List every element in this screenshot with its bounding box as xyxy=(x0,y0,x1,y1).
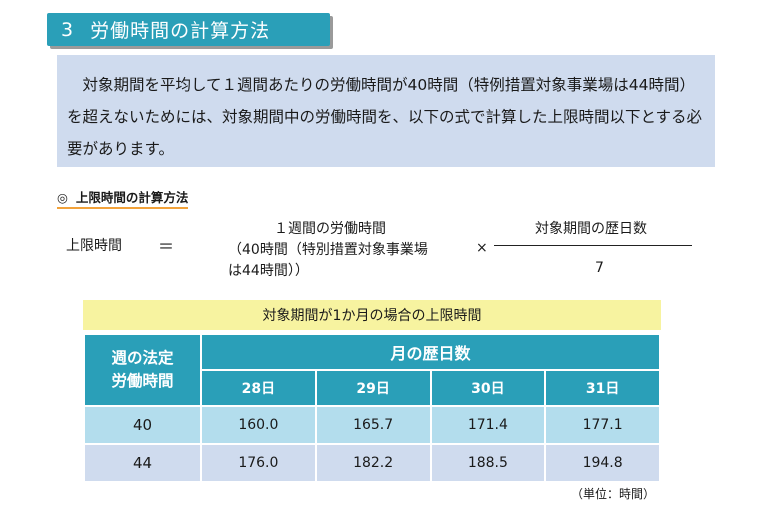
table-cell: 194.8 xyxy=(544,443,661,483)
row-key-cell: 40 xyxy=(83,405,202,445)
group-header: 月の歴日数 xyxy=(200,333,661,371)
table-header-row-1: 週の法定 労働時間 月の歴日数 xyxy=(83,333,661,407)
column-header: 31日 xyxy=(544,369,661,407)
column-header: 29日 xyxy=(314,369,432,407)
table-cell: 176.0 xyxy=(200,443,317,483)
row-key-cell: 44 xyxy=(83,443,202,483)
row-header-line2: 労働時間 xyxy=(111,372,174,390)
formula-lhs: 上限時間 xyxy=(66,238,122,254)
table-cell: 188.5 xyxy=(429,443,547,483)
section-number: 3 xyxy=(61,18,75,41)
subheading-text: 上限時間の計算方法 xyxy=(75,190,189,205)
table-row: 40 160.0 165.7 171.4 177.1 xyxy=(83,405,661,445)
fraction-line xyxy=(494,245,692,246)
column-header: 30日 xyxy=(429,369,547,407)
intro-line-3: 間以下とする必要があります。 xyxy=(67,108,703,158)
upper-limit-table: 週の法定 労働時間 月の歴日数 28日 29日 30日 31日 40 160.0… xyxy=(83,333,661,483)
formula-numerator-line1: １週間の労働時間 xyxy=(274,221,386,237)
table-cell: 177.1 xyxy=(544,405,661,445)
row-header-line1: 週の法定 xyxy=(111,349,174,367)
formula-equals: ＝ xyxy=(158,237,175,256)
section-title: 労働時間の計算方法 xyxy=(90,20,271,42)
table-caption: 対象期間が1か月の場合の上限時間 xyxy=(83,300,661,330)
intro-box: 対象期間を平均して１週間あたりの労働時間が40時間（特例措置対象事業場は44時間… xyxy=(57,55,715,167)
formula-times: × xyxy=(476,240,488,256)
table-cell: 165.7 xyxy=(314,405,432,445)
intro-line-1: 対象期間を平均して１週間あたりの労働時間が40時間（特例措置対象事業場は44 xyxy=(82,76,649,94)
formula-fraction-top: 対象期間の歴日数 xyxy=(535,221,647,237)
formula-numerator-line3: は44時間）） xyxy=(228,263,309,279)
table-row: 44 176.0 182.2 188.5 194.8 xyxy=(83,443,661,483)
table-cell: 171.4 xyxy=(429,405,547,445)
table-header-row-2: 28日 29日 30日 31日 xyxy=(84,369,661,407)
calc-method-subheading: ◎ 上限時間の計算方法 xyxy=(57,187,189,209)
table-cell: 160.0 xyxy=(200,405,317,445)
formula-fraction-bottom: 7 xyxy=(595,260,604,276)
table-cell: 182.2 xyxy=(314,443,432,483)
section-heading: 3 労働時間の計算方法 xyxy=(47,13,330,46)
intro-text: 対象期間を平均して１週間あたりの労働時間が40時間（特例措置対象事業場は44時間… xyxy=(67,69,707,165)
double-circle-icon: ◎ xyxy=(57,190,68,205)
formula-numerator-line2: （40時間（特別措置対象事業場 xyxy=(228,242,428,258)
column-header: 28日 xyxy=(200,369,317,407)
intro-line-2: 時間）を超えないためには、対象期間中の労働時間を、以下の式で計算した上限時 xyxy=(67,76,695,126)
unit-note: （単位：時間） xyxy=(571,487,656,501)
row-header-cell: 週の法定 労働時間 xyxy=(83,333,202,407)
